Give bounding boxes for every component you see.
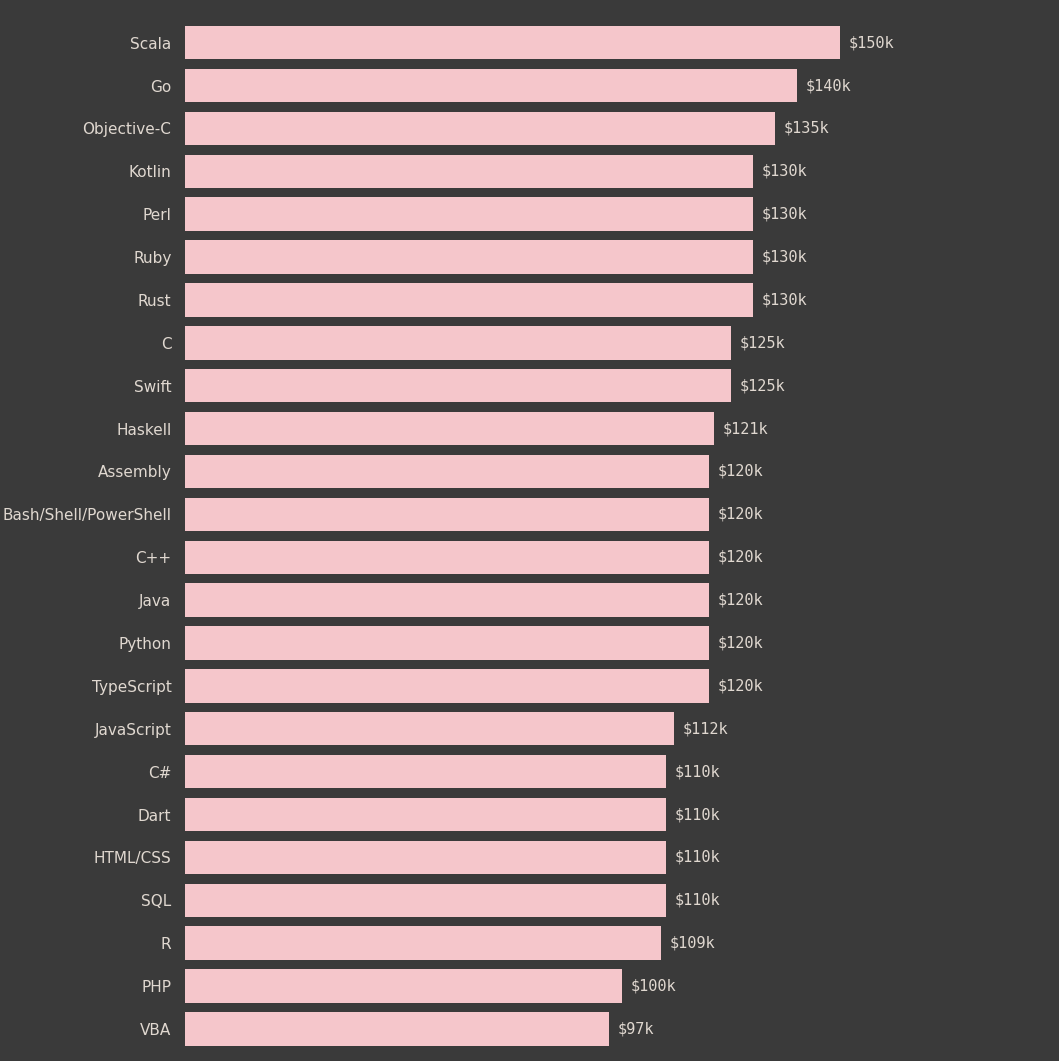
Bar (185, 283, 753, 316)
Bar (185, 197, 753, 231)
Text: $130k: $130k (761, 249, 807, 264)
Bar (185, 155, 753, 188)
Bar (185, 326, 731, 360)
Text: $120k: $120k (718, 464, 764, 479)
Text: $110k: $110k (675, 807, 720, 822)
Text: $120k: $120k (718, 550, 764, 564)
Text: $120k: $120k (718, 507, 764, 522)
Text: $109k: $109k (670, 936, 716, 951)
Bar (185, 1012, 609, 1046)
Bar (185, 926, 661, 960)
Text: $120k: $120k (718, 678, 764, 694)
Text: $110k: $110k (675, 850, 720, 865)
Bar (185, 369, 731, 402)
Text: $125k: $125k (740, 335, 786, 350)
Bar (185, 626, 710, 660)
Text: $120k: $120k (718, 593, 764, 608)
Text: $135k: $135k (784, 121, 829, 136)
Text: $110k: $110k (675, 892, 720, 908)
Text: $140k: $140k (805, 79, 851, 93)
Text: $125k: $125k (740, 378, 786, 394)
Bar (185, 884, 666, 917)
Bar (185, 241, 753, 274)
Text: $130k: $130k (761, 163, 807, 179)
Text: $97k: $97k (617, 1022, 654, 1037)
Bar (185, 455, 710, 488)
Text: $120k: $120k (718, 636, 764, 650)
Bar (185, 712, 675, 746)
Bar (185, 584, 710, 616)
Text: $121k: $121k (722, 421, 768, 436)
Bar (185, 755, 666, 788)
Bar (185, 540, 710, 574)
Bar (185, 25, 840, 59)
Bar (185, 498, 710, 532)
Bar (185, 798, 666, 831)
Bar (185, 970, 622, 1003)
Text: $130k: $130k (761, 207, 807, 222)
Text: $100k: $100k (631, 978, 677, 993)
Text: $110k: $110k (675, 764, 720, 779)
Text: $150k: $150k (849, 35, 895, 50)
Bar (185, 669, 710, 702)
Bar (185, 840, 666, 874)
Bar (185, 111, 775, 145)
Text: $112k: $112k (683, 721, 729, 736)
Text: $130k: $130k (761, 293, 807, 308)
Bar (185, 412, 714, 446)
Bar (185, 69, 796, 102)
